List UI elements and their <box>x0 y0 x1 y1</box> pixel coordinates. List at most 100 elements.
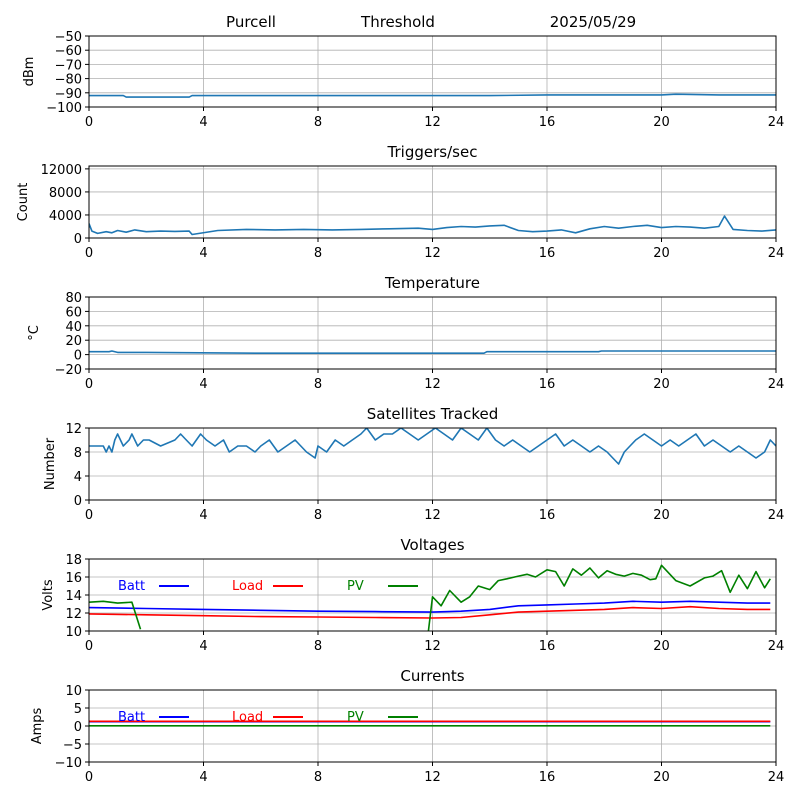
panel-5: 0 4 8 12 16 20 24 −10 −5 0 5 10 Currents Amps Batt Load… <box>30 667 784 785</box>
panel-4: 0 4 8 12 16 20 24 10 12 14 16 18 Voltages Volts Batt Lo… <box>41 536 784 654</box>
y-tick-label: −60 <box>55 44 82 59</box>
y-tick-label: −70 <box>55 58 82 73</box>
x-tick-label: 24 <box>768 115 785 130</box>
y-tick-label: 12 <box>65 607 82 622</box>
series-line-batt <box>89 600 771 613</box>
y-tick-label: 40 <box>65 320 82 335</box>
y-tick-label: 0 <box>74 494 82 509</box>
y-axis-label: Number <box>43 437 58 490</box>
x-tick-label: 8 <box>314 639 322 654</box>
header-label: Threshold <box>360 13 435 31</box>
y-tick-label: 8000 <box>49 186 82 201</box>
panel-title: Voltages <box>400 536 464 554</box>
x-tick-label: 4 <box>199 377 207 392</box>
panel-title: Currents <box>400 667 464 685</box>
y-tick-label: 4000 <box>49 209 82 224</box>
x-tick-label: 24 <box>768 377 785 392</box>
y-tick-label: −50 <box>55 30 82 45</box>
y-tick-label: 80 <box>65 291 82 306</box>
x-tick-label: 4 <box>199 246 207 261</box>
series-line-0 <box>89 428 776 465</box>
legend-label-batt: Batt <box>118 579 145 594</box>
panel-title: Satellites Tracked <box>367 405 498 423</box>
series-line-0 <box>89 350 776 354</box>
x-tick-label: 12 <box>424 115 441 130</box>
y-tick-label: 10 <box>65 625 82 640</box>
x-tick-label: 0 <box>85 770 93 785</box>
legend-label-pv: PV <box>347 710 364 725</box>
x-tick-label: 8 <box>314 115 322 130</box>
x-tick-label: 20 <box>653 246 670 261</box>
x-tick-label: 20 <box>653 508 670 523</box>
legend-label-batt: Batt <box>118 710 145 725</box>
x-tick-label: 24 <box>768 508 785 523</box>
y-tick-label: −20 <box>55 363 82 378</box>
x-tick-label: 12 <box>424 770 441 785</box>
panel-3: 0 4 8 12 16 20 24 0 4 8 12 Satellites Tracked Number <box>43 405 784 523</box>
x-tick-label: 8 <box>314 377 322 392</box>
x-tick-label: 12 <box>424 377 441 392</box>
x-tick-label: 24 <box>768 770 785 785</box>
panel-1: 0 4 8 12 16 20 24 0 4000 8000 12000 Triggers/sec Cou… <box>16 143 784 261</box>
x-tick-label: 16 <box>539 377 556 392</box>
x-tick-label: 16 <box>539 246 556 261</box>
legend-label-load: Load <box>232 710 263 725</box>
y-tick-label: −90 <box>55 87 82 102</box>
x-tick-label: 8 <box>314 770 322 785</box>
x-tick-label: 4 <box>199 770 207 785</box>
x-tick-label: 16 <box>539 639 556 654</box>
x-tick-label: 4 <box>199 639 207 654</box>
y-axis-label: °C <box>27 325 42 341</box>
x-tick-label: 0 <box>85 377 93 392</box>
x-tick-label: 0 <box>85 639 93 654</box>
x-tick-label: 4 <box>199 115 207 130</box>
panel-title: Triggers/sec <box>387 143 478 161</box>
x-tick-label: 0 <box>85 115 93 130</box>
y-tick-label: −100 <box>46 101 82 116</box>
y-tick-label: 0 <box>74 349 82 364</box>
y-tick-label: 0 <box>74 720 82 735</box>
x-tick-label: 20 <box>653 115 670 130</box>
header-station: Purcell <box>226 13 276 31</box>
x-tick-label: 0 <box>85 246 93 261</box>
x-tick-label: 0 <box>85 508 93 523</box>
y-tick-label: 14 <box>65 589 82 604</box>
x-tick-label: 16 <box>539 770 556 785</box>
y-tick-label: 12000 <box>41 163 82 178</box>
y-tick-label: 12 <box>65 422 82 437</box>
y-axis-label: dBm <box>22 57 37 87</box>
x-tick-label: 20 <box>653 770 670 785</box>
y-tick-label: 18 <box>65 553 82 568</box>
y-tick-label: −10 <box>55 756 82 771</box>
x-tick-label: 8 <box>314 508 322 523</box>
x-tick-label: 12 <box>424 246 441 261</box>
series-line-pv <box>89 564 771 631</box>
x-tick-label: 8 <box>314 246 322 261</box>
legend-label-load: Load <box>232 579 263 594</box>
series-line-0 <box>89 93 776 98</box>
y-tick-label: 60 <box>65 305 82 320</box>
y-axis-label: Count <box>16 183 31 222</box>
y-tick-label: 16 <box>65 571 82 586</box>
y-tick-label: 5 <box>74 702 82 717</box>
x-tick-label: 20 <box>653 639 670 654</box>
header-date: 2025/05/29 <box>550 13 636 31</box>
x-tick-label: 20 <box>653 377 670 392</box>
x-tick-label: 16 <box>539 508 556 523</box>
panel-0: 0 4 8 12 16 20 24 −100−90−80−70−60−50 dBm <box>22 30 784 130</box>
x-tick-label: 24 <box>768 246 785 261</box>
x-tick-label: 24 <box>768 639 785 654</box>
y-tick-label: 10 <box>65 684 82 699</box>
panel-title: Temperature <box>384 274 480 292</box>
x-tick-label: 4 <box>199 508 207 523</box>
x-tick-label: 16 <box>539 115 556 130</box>
series-line-load <box>89 605 771 619</box>
y-tick-label: 8 <box>74 446 82 461</box>
y-tick-label: −5 <box>63 738 82 753</box>
x-tick-label: 12 <box>424 508 441 523</box>
y-tick-label: 20 <box>65 334 82 349</box>
y-axis-label: Volts <box>41 579 56 611</box>
y-axis-label: Amps <box>30 707 45 744</box>
